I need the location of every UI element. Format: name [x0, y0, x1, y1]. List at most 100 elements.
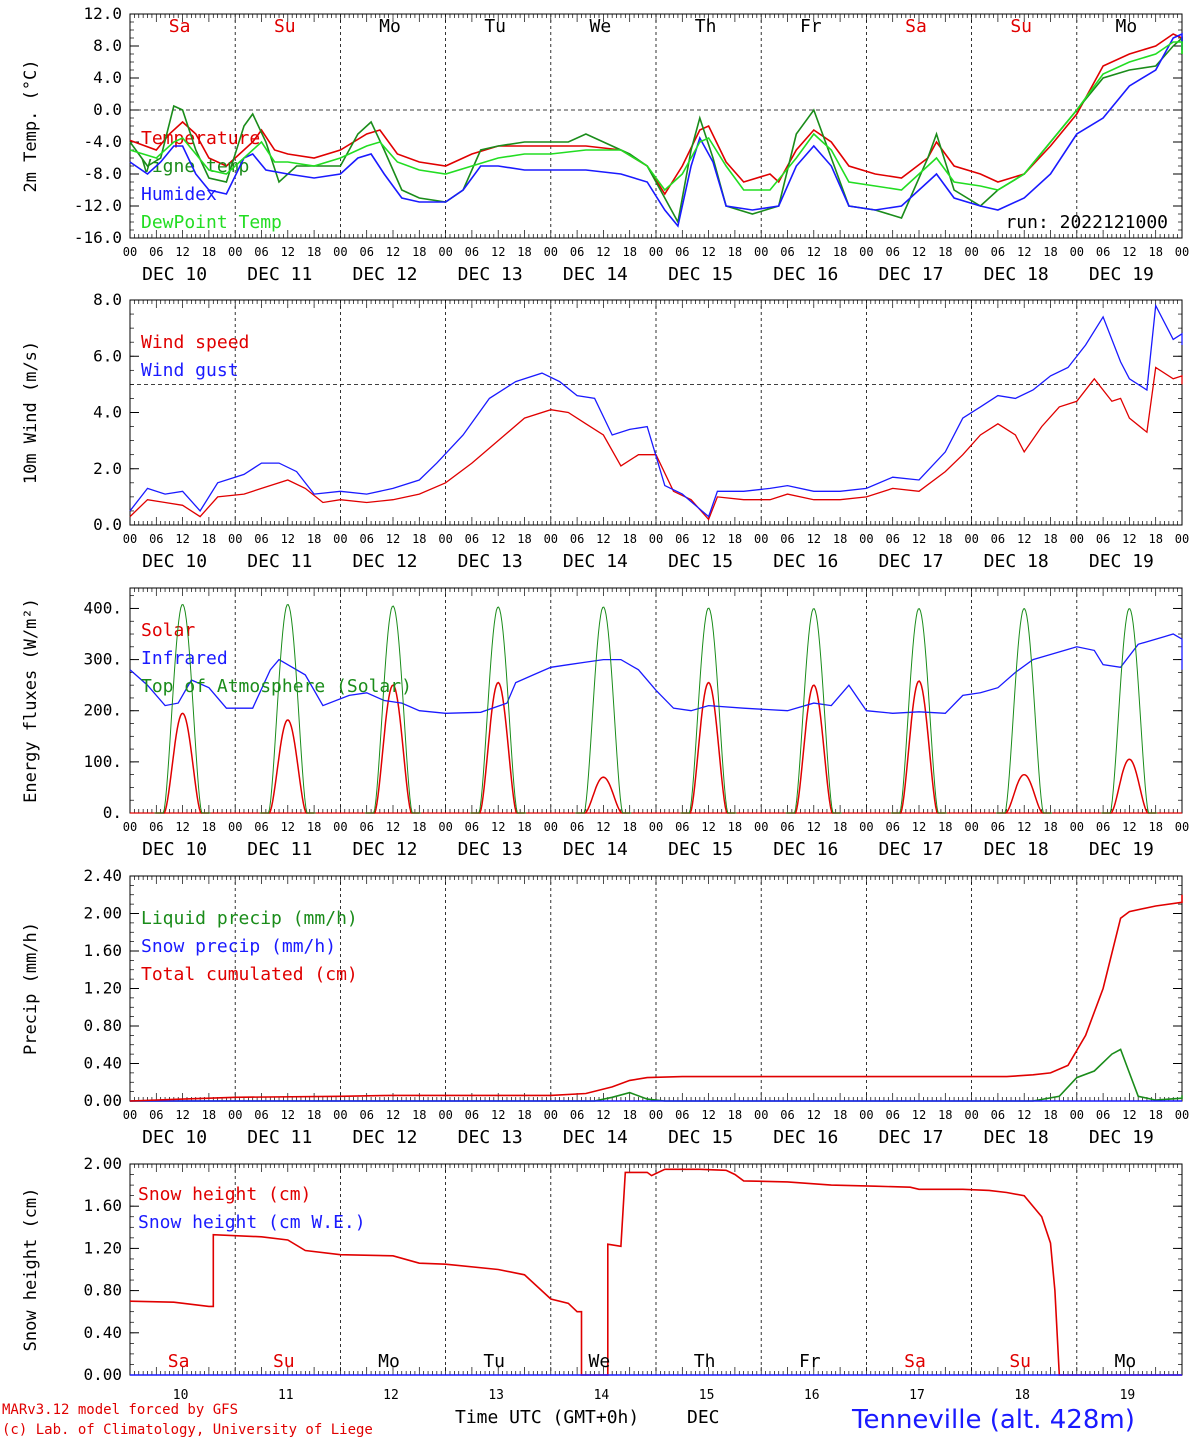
hour-tick-label: 18 [412, 532, 426, 546]
day-number-label: 11 [278, 1388, 294, 1403]
hour-tick-label: 18 [728, 532, 742, 546]
hour-tick-label: 18 [1148, 820, 1162, 834]
date-label: DEC 14 [563, 839, 628, 860]
hour-tick-label: 06 [254, 820, 268, 834]
hour-tick-label: 06 [1096, 1108, 1110, 1122]
hour-tick-label: 06 [1096, 245, 1110, 259]
hour-tick-label: 18 [833, 1108, 847, 1122]
hour-tick-label: 12 [912, 532, 926, 546]
hour-tick-label: 12 [1122, 532, 1136, 546]
y-tick-label: 1.20 [83, 1238, 122, 1257]
hour-tick-label: 18 [938, 245, 952, 259]
hour-tick-label: 00 [1070, 245, 1084, 259]
hour-tick-label: 12 [281, 1108, 295, 1122]
toa-curve [364, 605, 421, 814]
hour-tick-label: 06 [991, 1108, 1005, 1122]
run-label: run: 2022121000 [1005, 212, 1168, 233]
hour-tick-label: 18 [1043, 1108, 1057, 1122]
y-tick-label: 200. [83, 701, 122, 720]
hour-tick-label: 12 [491, 1108, 505, 1122]
legend-green: Liquid precip (mm/h) [141, 908, 358, 929]
series-line-green [129, 36, 1183, 225]
y-tick-label: 0.00 [83, 1091, 122, 1110]
hour-tick-label: 18 [1043, 532, 1057, 546]
y-tick-label: 4.0 [93, 403, 122, 422]
hour-tick-label: 06 [570, 820, 584, 834]
hour-tick-label: 00 [438, 1108, 452, 1122]
hour-tick-label: 12 [1122, 820, 1136, 834]
hour-tick-label: 06 [885, 245, 899, 259]
hour-tick-label: 18 [202, 245, 216, 259]
date-label: DEC 16 [773, 839, 838, 860]
legend-blue: Humidex [141, 184, 217, 205]
hour-tick-label: 06 [780, 1108, 794, 1122]
hour-tick-label: 12 [912, 1108, 926, 1122]
day-name: Th [695, 16, 717, 37]
date-label: DEC 19 [1089, 264, 1154, 285]
date-label: DEC 10 [142, 1127, 207, 1148]
date-label: DEC 15 [668, 1127, 733, 1148]
hour-tick-label: 00 [754, 1108, 768, 1122]
y-tick-label: 0.80 [83, 1281, 122, 1300]
day-name: Sa [169, 16, 191, 37]
panel-snow: 2.00 1.60 1.20 0.80 0.40 0.00 Snow height (cm)… [21, 1154, 1183, 1403]
date-label: DEC 14 [563, 1127, 628, 1148]
date-label: DEC 18 [984, 1127, 1049, 1148]
solar-curve [365, 684, 420, 814]
hour-tick-label: 00 [859, 1108, 873, 1122]
hour-tick-label: 00 [649, 532, 663, 546]
hour-tick-label: 18 [517, 245, 531, 259]
hour-tick-label: 12 [596, 245, 610, 259]
hour-tick-label: 12 [912, 820, 926, 834]
hour-tick-label: 18 [202, 532, 216, 546]
y-tick-label: 0.80 [83, 1016, 122, 1035]
plot-frame [129, 13, 1183, 239]
hour-tick-label: 18 [833, 245, 847, 259]
day-name: Sa [904, 1351, 926, 1372]
y-tick-label: 6.0 [93, 346, 122, 365]
hour-tick-label: 06 [570, 1108, 584, 1122]
hour-tick-label: 12 [912, 245, 926, 259]
hour-tick-label: 18 [517, 820, 531, 834]
hour-tick-label: 18 [622, 820, 636, 834]
hour-tick-label: 18 [622, 1108, 636, 1122]
day-name: Mo [1116, 16, 1138, 37]
y-tick-label: 2.0 [93, 459, 122, 478]
y-tick-label: 0.40 [83, 1054, 122, 1073]
hour-tick-label: 00 [649, 245, 663, 259]
hour-tick-label: 12 [807, 245, 821, 259]
day-number-label: 15 [699, 1388, 715, 1403]
hour-tick-label: 06 [359, 245, 373, 259]
hour-tick-label: 12 [701, 820, 715, 834]
toa-curve [575, 606, 632, 814]
hour-tick-label: 00 [123, 820, 137, 834]
date-label: DEC 13 [458, 551, 523, 572]
hour-tick-label: 00 [754, 245, 768, 259]
hour-tick-label: 12 [1122, 245, 1136, 259]
toa-curve [680, 607, 737, 814]
hour-tick-label: 00 [1175, 1108, 1189, 1122]
toa-curve [785, 608, 842, 814]
y-tick-label: 300. [83, 650, 122, 669]
solar-curve [1102, 758, 1156, 814]
hour-tick-label: 12 [701, 1108, 715, 1122]
y-tick-label: 100. [83, 752, 122, 771]
hour-tick-label: 12 [281, 820, 295, 834]
date-label: DEC 17 [878, 1127, 943, 1148]
legend-red: Snow height (cm) [138, 1184, 311, 1205]
hour-tick-label: 00 [1175, 532, 1189, 546]
day-name: Su [1009, 1351, 1031, 1372]
y-tick-label: -12.0 [74, 196, 122, 215]
hour-tick-label: 18 [833, 532, 847, 546]
day-name: Sa [168, 1351, 190, 1372]
hour-tick-label: 06 [991, 820, 1005, 834]
day-name: Mo [379, 16, 401, 37]
hour-tick-label: 06 [675, 532, 689, 546]
hour-tick-label: 06 [1096, 820, 1110, 834]
hour-tick-label: 06 [149, 532, 163, 546]
hour-tick-label: 00 [859, 532, 873, 546]
hour-tick-label: 06 [675, 1108, 689, 1122]
hour-tick-label: 06 [675, 820, 689, 834]
date-label: DEC 14 [563, 264, 628, 285]
hour-tick-label: 00 [1175, 245, 1189, 259]
